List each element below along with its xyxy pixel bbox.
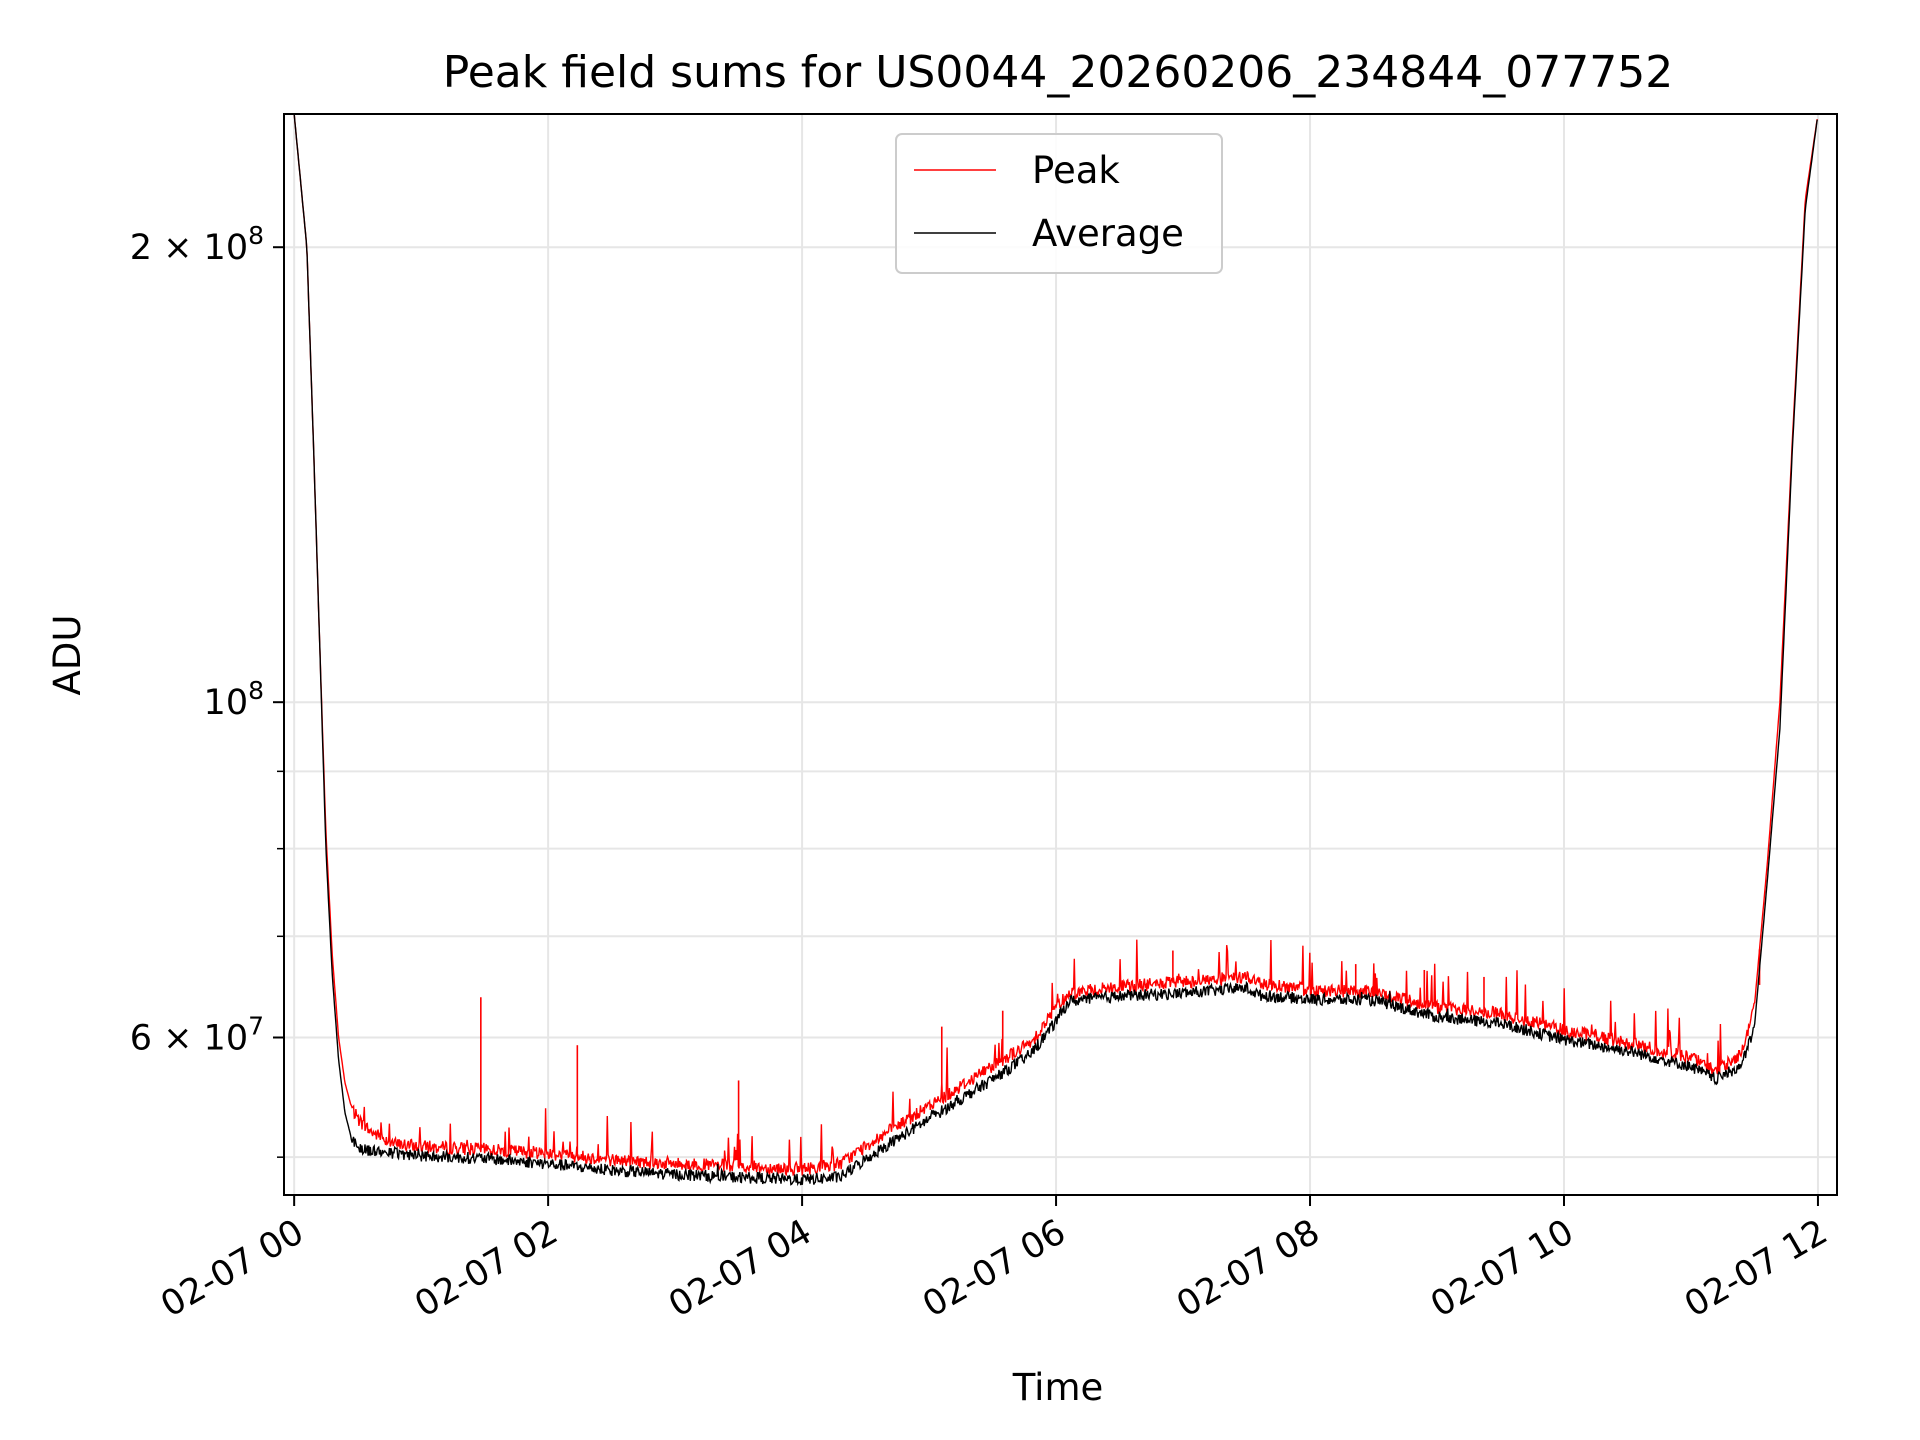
- legend-box: [895, 133, 1223, 274]
- legend-average-label: Average: [1032, 212, 1184, 255]
- y-tick-label-exponent: 7: [248, 1011, 264, 1040]
- y-tick-label-exponent: 8: [248, 676, 264, 705]
- chart-title: Peak field sums for US0044_20260206_2348…: [443, 47, 1673, 98]
- x-axis-label: Time: [1012, 1366, 1104, 1409]
- peak-series-line: [293, 114, 1818, 1177]
- y-axis-label: ADU: [46, 615, 89, 696]
- legend-peak-label: Peak: [1032, 149, 1120, 192]
- legend: Peak Average: [895, 133, 1223, 274]
- y-tick-label-base: 2 × 10: [130, 228, 248, 268]
- plot-area: [293, 114, 1818, 1187]
- axes: [283, 113, 1838, 1196]
- y-tick-label: 108: [204, 676, 264, 723]
- y-tick-label: 6 × 107: [130, 1011, 264, 1058]
- y-tick-label-base: 6 × 10: [130, 1018, 248, 1058]
- average-series-line: [293, 114, 1818, 1187]
- y-tick-label-exponent: 8: [248, 221, 264, 250]
- axes-frame: [283, 113, 1838, 1196]
- y-tick-label-base: 10: [204, 683, 249, 723]
- y-tick-label: 2 × 108: [130, 221, 264, 268]
